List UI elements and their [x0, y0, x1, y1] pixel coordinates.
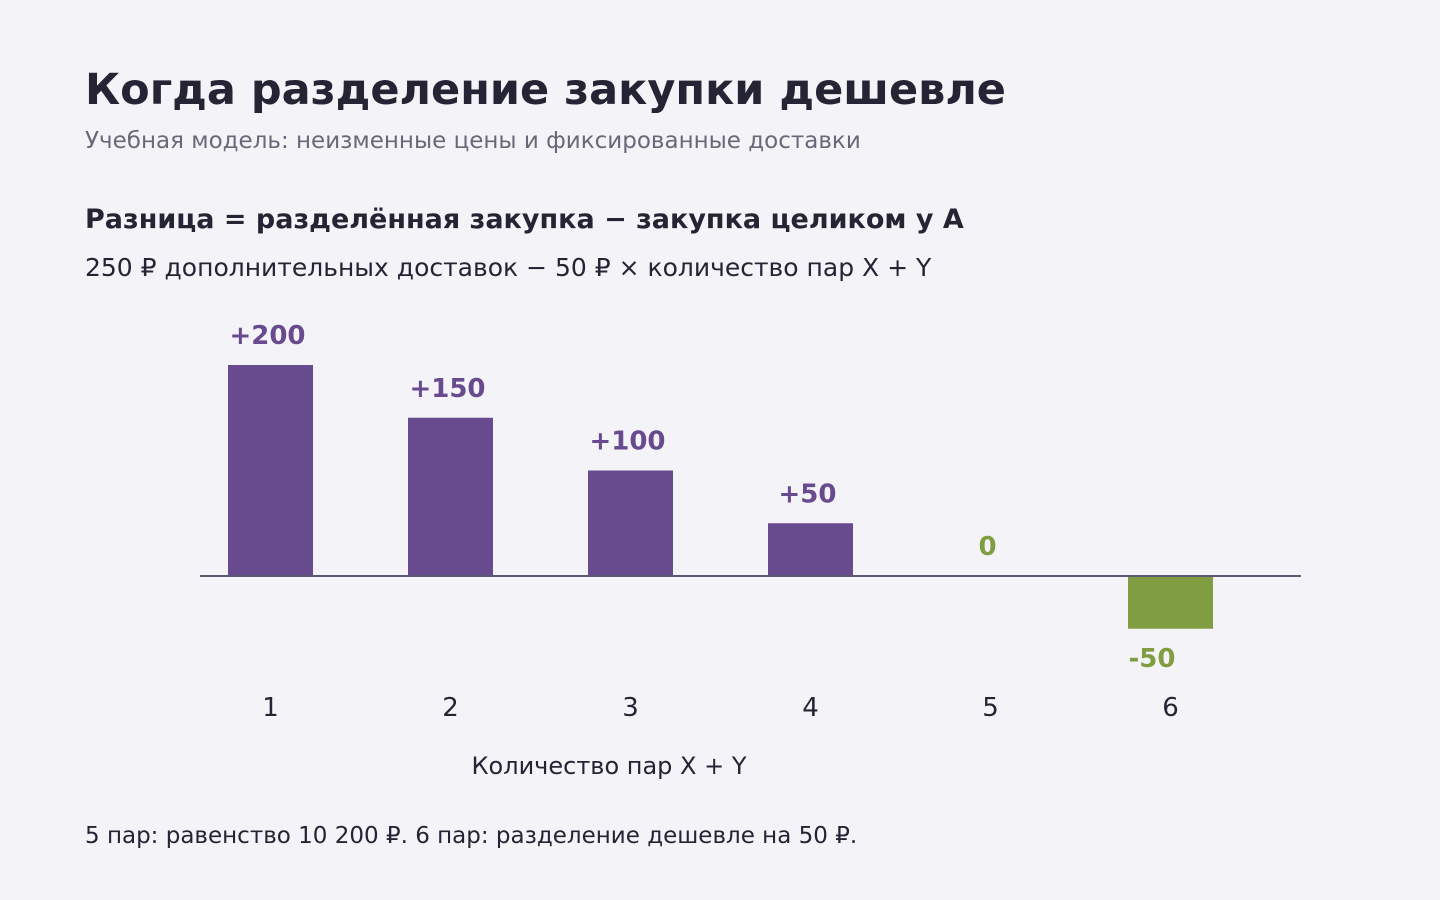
data-label-2: +150 [409, 374, 485, 404]
x-axis-label: Количество пар X + Y [472, 752, 747, 780]
x-tick-label-5: 5 [982, 693, 999, 723]
bars-group [228, 365, 1213, 629]
formula-text: 250 ₽ дополнительных доставок − 50 ₽ × к… [85, 253, 932, 282]
data-label-1: +200 [229, 321, 305, 351]
data-label-5: 0 [978, 532, 996, 562]
x-tick-label-1: 1 [262, 693, 279, 723]
x-tick-labels-group: 1 2 3 4 5 6 [262, 693, 1179, 723]
bar-6 [1128, 576, 1213, 629]
page-title: Когда разделение закупки дешевле [85, 65, 1006, 115]
bar-2 [408, 417, 493, 576]
x-tick-label-3: 3 [622, 693, 639, 723]
x-tick-label-6: 6 [1162, 693, 1179, 723]
x-tick-label-4: 4 [802, 693, 819, 723]
data-label-6: -50 [1129, 644, 1176, 674]
bar-3 [588, 470, 673, 576]
bar-1 [228, 365, 313, 576]
x-tick-label-2: 2 [442, 693, 459, 723]
data-labels-group: +200 +150 +100 +50 0 -50 [229, 321, 1175, 674]
footnote: 5 пар: равенство 10 200 ₽. 6 пар: раздел… [85, 823, 858, 849]
data-label-4: +50 [779, 479, 837, 509]
bar-4 [768, 523, 853, 576]
formula-title: Разница = разделённая закупка − закупка … [85, 204, 964, 235]
data-label-3: +100 [589, 427, 665, 457]
page-subtitle: Учебная модель: неизменные цены и фиксир… [85, 128, 861, 154]
